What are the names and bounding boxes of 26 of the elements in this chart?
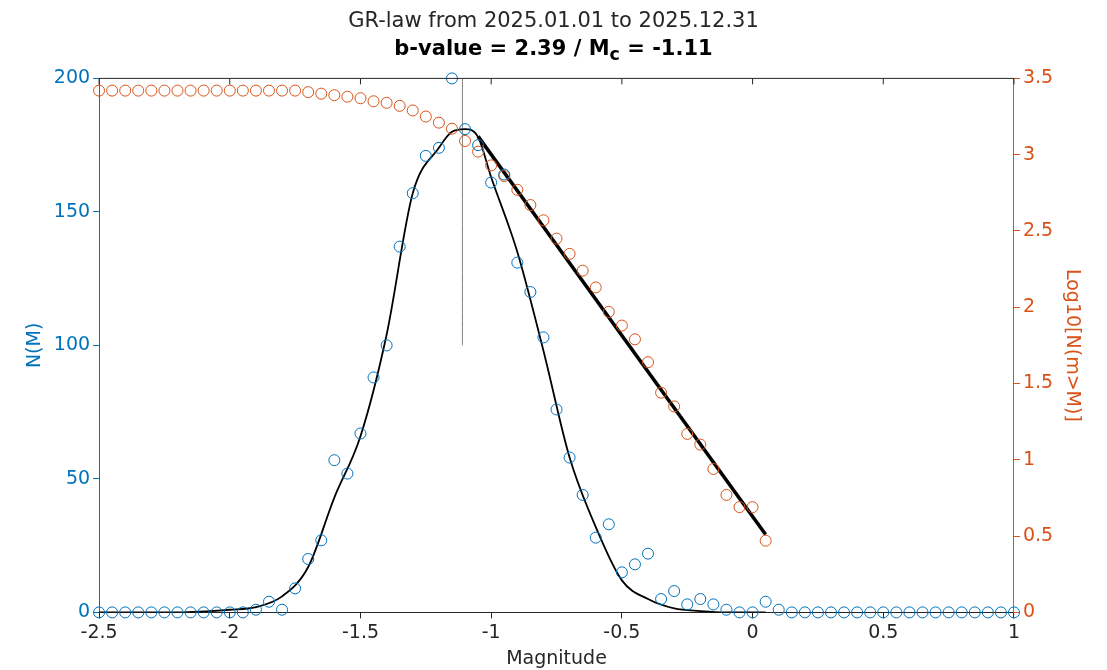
y-tick-label: 200 xyxy=(53,65,91,88)
chart-title: GR-law from 2025.01.01 to 2025.12.31 xyxy=(347,7,760,34)
y-tick-label: 100 xyxy=(53,332,91,355)
x-tick-label: -1.5 xyxy=(341,619,380,642)
y2-tick-label: 0 xyxy=(1022,599,1036,622)
y-tick-label: 0 xyxy=(77,599,91,622)
y-axis-title: N(M) xyxy=(22,322,45,369)
x-tick-label: -0.5 xyxy=(603,619,641,642)
y2-tick-label: 2 xyxy=(1022,294,1036,317)
y2-tick-label: 3.5 xyxy=(1022,65,1054,88)
y2-tick-label: 1.5 xyxy=(1022,370,1054,393)
y2-tick-label: 1 xyxy=(1022,446,1036,469)
y-tick-label: 150 xyxy=(53,198,91,221)
x-tick-label: 1 xyxy=(1007,619,1021,642)
x-axis-title: Magnitude xyxy=(506,645,607,668)
y-tick-label: 50 xyxy=(65,465,91,488)
y2-tick-label: 0.5 xyxy=(1022,523,1054,546)
x-tick-label: -2.5 xyxy=(80,619,118,642)
x-tick-label: -2 xyxy=(220,619,240,642)
x-tick-label: 0.5 xyxy=(868,619,899,642)
x-tick-label: 0 xyxy=(746,619,759,642)
x-tick-label: -1 xyxy=(481,619,501,642)
y2-axis-title: Log10[N(m>M)] xyxy=(1062,268,1085,422)
y2-tick-label: 3 xyxy=(1022,141,1036,164)
chart-subtitle: b-value = 2.39 / M$_{c}$ = -1.11 xyxy=(393,36,714,65)
y2-tick-label: 2.5 xyxy=(1022,217,1054,240)
